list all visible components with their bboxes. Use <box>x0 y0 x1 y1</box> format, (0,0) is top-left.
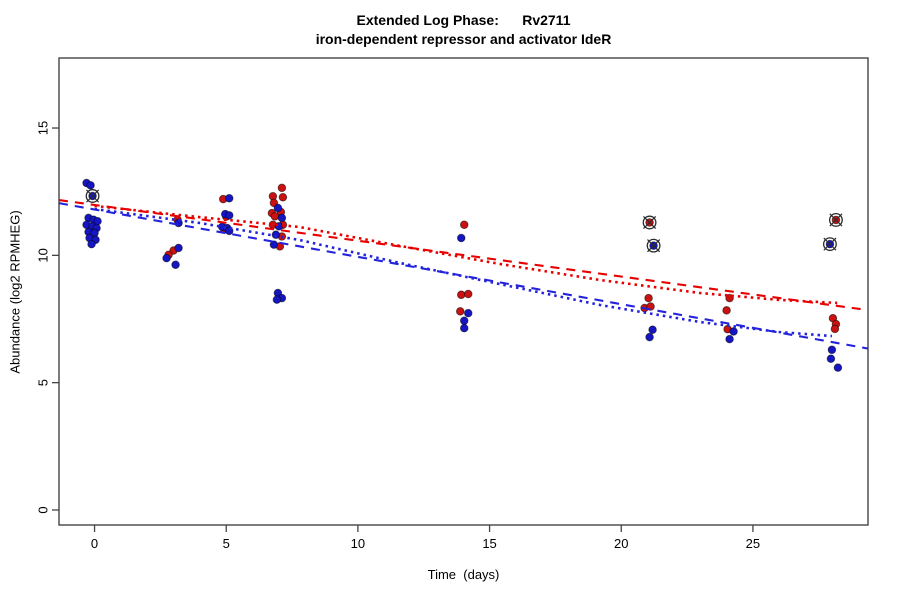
data-point-blue <box>224 194 234 203</box>
data-point-red <box>270 212 280 221</box>
data-point-blue <box>648 325 657 334</box>
y-axis-label: Abundance (log2 RPMHEG) <box>7 210 23 374</box>
data-point-blue <box>463 308 473 318</box>
y-tick-label: 15 <box>35 121 50 135</box>
data-point-blue <box>224 211 234 220</box>
data-point-blue <box>459 316 469 326</box>
plot-title: Extended Log Phase: Rv2711 <box>356 12 571 28</box>
data-point-blue <box>277 213 287 223</box>
data-point-blue <box>269 240 279 249</box>
data-point-blue <box>456 233 466 243</box>
outlier-circle-icon <box>822 237 837 252</box>
outlier-x-icon <box>86 189 100 203</box>
data-point-red <box>455 307 465 316</box>
data-point-red <box>722 306 731 315</box>
data-point-red <box>278 193 288 202</box>
data-point-blue <box>826 354 836 363</box>
outlier-x-icon <box>829 213 843 227</box>
fit-line-red-smooth-fit <box>94 204 838 305</box>
plot-box <box>58 57 869 526</box>
x-tick-label: 25 <box>746 536 760 551</box>
x-tick-label: 15 <box>482 536 496 551</box>
x-tick-label: 20 <box>614 536 628 551</box>
x-tick-label: 10 <box>351 536 365 551</box>
outlier-circle-icon <box>85 189 100 203</box>
data-point-red <box>463 289 473 299</box>
data-point-blue <box>272 295 282 304</box>
data-point-blue <box>827 345 837 355</box>
data-point-blue <box>833 363 843 372</box>
y-tick-label: 10 <box>35 248 50 262</box>
data-point-blue <box>86 181 95 190</box>
outlier-circle-icon <box>828 212 843 227</box>
data-point-blue <box>171 260 180 270</box>
data-point-blue <box>174 243 183 253</box>
fit-line-blue-linear-fit <box>58 202 869 350</box>
data-point-red <box>830 324 840 334</box>
outlier-x-icon <box>823 237 837 251</box>
x-tick-label: 5 <box>223 536 230 551</box>
x-tick-label: 0 <box>91 536 98 551</box>
data-point-blue <box>729 327 738 336</box>
outlier-x-icon <box>643 215 657 230</box>
fit-line-blue-smooth-fit <box>94 207 833 338</box>
data-point-blue <box>725 334 734 344</box>
x-axis-label: Time (days) <box>427 567 500 582</box>
outlier-circle-icon <box>642 215 657 230</box>
data-point-blue <box>87 239 96 249</box>
data-point-blue <box>645 332 654 342</box>
data-point-blue <box>459 323 469 333</box>
data-point-red <box>277 183 287 193</box>
data-point-blue <box>273 203 283 213</box>
outlier-circle-icon <box>646 238 661 253</box>
data-point-red <box>459 220 469 230</box>
data-point-blue <box>162 253 171 263</box>
outlier-x-icon <box>647 239 661 253</box>
data-point-red <box>644 293 653 303</box>
plot-subtitle: iron-dependent repressor and activator I… <box>315 31 612 47</box>
data-point-red <box>456 290 466 300</box>
y-tick-label: 0 <box>35 506 50 513</box>
fit-line-red-linear-fit <box>58 199 869 312</box>
y-tick-label: 5 <box>35 379 50 386</box>
